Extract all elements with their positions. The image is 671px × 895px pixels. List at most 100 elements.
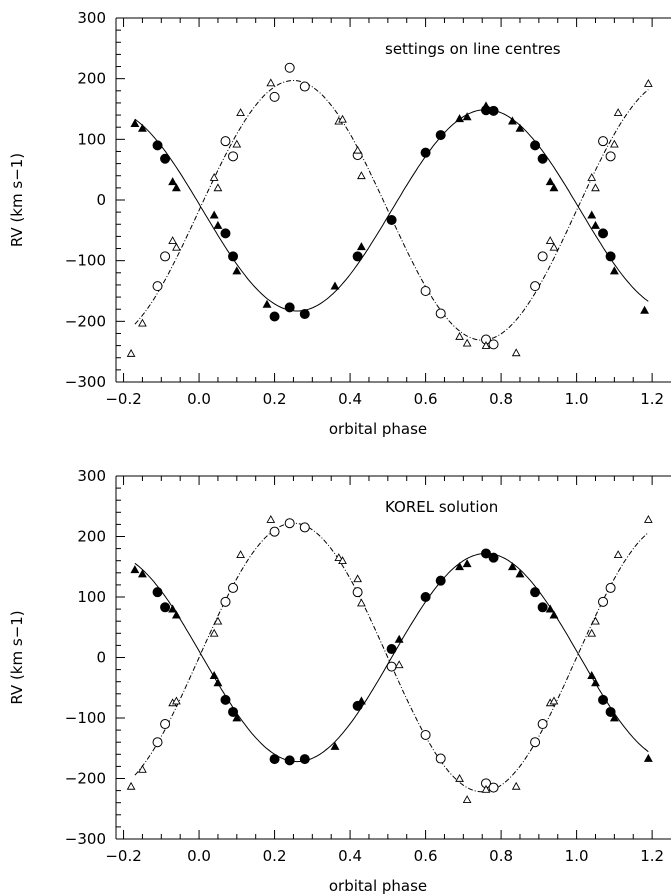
chart-0-point-open-triangle (138, 318, 147, 327)
chart-1-point-filled-triangle (168, 604, 178, 613)
chart-0-point-open-triangle (591, 183, 600, 192)
chart-0-point-filled-circle (160, 153, 171, 164)
chart-1-point-filled-triangle (356, 696, 366, 705)
chart-0-point-filled-circle (220, 228, 231, 239)
chart-1-point-open-circle (530, 737, 541, 748)
chart-0-point-open-circle (420, 286, 431, 296)
chart-1-ytick-label: 200 (77, 528, 106, 546)
chart-1-xtick-label: 0.6 (414, 847, 438, 865)
chart-0-point-filled-triangle (130, 118, 140, 127)
chart-1-ytick-label: 100 (77, 588, 106, 606)
chart-1-point-open-circle (160, 719, 171, 730)
chart-0-point-filled-circle (598, 228, 609, 239)
chart-0-point-open-triangle (126, 348, 136, 357)
chart-1-point-filled-circle (152, 587, 163, 598)
chart-0-point-open-triangle (549, 242, 559, 251)
chart-0-point-open-circle (435, 308, 446, 319)
chart-1-point-filled-circle (269, 754, 280, 765)
chart-1-point-open-triangle (394, 660, 404, 669)
chart-1-point-filled-triangle (171, 610, 181, 619)
chart-0-xlabel: orbital phase (329, 420, 427, 438)
chart-1-ytick-label: 300 (77, 467, 106, 485)
chart-1-xlabel: orbital phase (329, 877, 427, 895)
chart-0-point-filled-triangle (209, 210, 219, 219)
chart-1-point-filled-circle (284, 755, 295, 766)
chart-1-point-open-triangle (353, 574, 362, 583)
chart-0-point-filled-circle (152, 140, 163, 151)
chart-0-point-filled-circle (352, 251, 363, 262)
chart-1-point-open-circle (605, 582, 616, 593)
chart-0-point-filled-triangle (137, 123, 147, 132)
chart-0-point-open-triangle (357, 171, 366, 180)
chart-1-point-open-triangle (338, 556, 347, 565)
chart-1-point-filled-triangle (643, 753, 653, 762)
chart-1-point-filled-triangle (232, 713, 242, 722)
chart-1-point-open-circle (299, 522, 310, 533)
chart-1-point-filled-triangle (507, 562, 517, 571)
chart-0-point-open-circle (220, 136, 231, 147)
chart-1-point-filled-circle (435, 575, 446, 586)
chart-1-point-open-triangle (236, 550, 245, 558)
chart-1-ytick-label: 0 (96, 649, 106, 667)
chart-0-point-open-triangle (511, 348, 521, 357)
rv-chart-top: −300 −200 −100 0 100 200 300 −0.2 0.0 0.2 0.4 0.6 0.… (8, 9, 671, 438)
chart-0-point-filled-triangle (330, 281, 340, 290)
chart-1-point-filled-triangle (587, 671, 597, 680)
chart-1-point-filled-triangle (591, 678, 600, 687)
chart-0-point-filled-triangle (587, 210, 597, 219)
chart-0-point-open-triangle (213, 183, 223, 192)
chart-0-point-open-circle (152, 281, 163, 292)
chart-0-ytick-label: −200 (65, 312, 106, 330)
chart-0-point-open-triangle (455, 331, 464, 340)
chart-1-xtick-label: 1.2 (640, 847, 664, 865)
chart-1-point-open-circle (269, 526, 280, 537)
chart-0-point-open-triangle (168, 236, 177, 244)
chart-1-ytick-label: −300 (65, 830, 106, 848)
chart-1-point-open-triangle (549, 696, 559, 705)
chart-0-point-filled-triangle (455, 114, 465, 123)
chart-1-point-open-triangle (209, 628, 219, 637)
chart-0-point-open-circle (299, 81, 310, 92)
chart-0-point-filled-circle (299, 309, 310, 320)
chart-1-ytick-label: −200 (65, 770, 106, 788)
chart-1-point-filled-circle (160, 602, 171, 613)
chart-1-point-open-circle (386, 661, 397, 672)
chart-1-point-filled-triangle (137, 569, 147, 578)
chart-1-point-filled-triangle (209, 671, 219, 680)
chart-0-point-filled-circle (605, 251, 616, 262)
chart-1-point-open-triangle (138, 764, 147, 773)
chart-1-point-filled-triangle (455, 562, 465, 571)
chart-0-xtick-label: 1.2 (640, 390, 664, 408)
chart-0-point-open-triangle (462, 338, 472, 347)
chart-1-point-open-circle (220, 596, 231, 607)
chart-1-xtick-label: 0.2 (263, 847, 287, 865)
chart-0-point-filled-triangle (507, 116, 517, 125)
chart-1-xtick-label: 0.8 (489, 847, 513, 865)
chart-0-point-open-circle (605, 151, 616, 162)
chart-1-point-open-triangle (126, 781, 136, 790)
chart-0-xtick-label: 0.2 (263, 390, 287, 408)
chart-1-point-filled-circle (220, 694, 231, 705)
chart-1-point-open-circle (598, 596, 609, 607)
chart-0-point-open-triangle (209, 173, 219, 181)
chart-0-point-open-circle (598, 136, 609, 147)
chart-0-point-open-triangle (172, 242, 181, 251)
chart-0-point-filled-triangle (462, 112, 472, 121)
chart-1-point-open-triangle (613, 550, 623, 558)
chart-0-point-open-triangle (643, 78, 653, 87)
chart-1-point-open-triangle (481, 784, 491, 793)
chart-1-point-open-triangle (643, 515, 653, 523)
chart-0-point-open-circle (530, 281, 541, 292)
chart-0-point-open-triangle (338, 114, 347, 123)
chart-0-fit-curve-solid (134, 109, 649, 312)
chart-1-point-filled-triangle (515, 569, 525, 578)
chart-0-ytick-label: 100 (77, 130, 106, 148)
chart-0-point-filled-triangle (356, 242, 366, 251)
chart-0-ylabel: RV (km s−1) (8, 153, 26, 247)
chart-0-xtick-label: 1.0 (565, 390, 589, 408)
chart-0-ytick-label: −300 (65, 373, 106, 391)
chart-1-point-filled-circle (598, 694, 609, 705)
chart-0-point-open-triangle (545, 236, 555, 244)
chart-0-point-filled-circle (269, 311, 280, 322)
chart-0-point-open-circle (284, 62, 295, 73)
